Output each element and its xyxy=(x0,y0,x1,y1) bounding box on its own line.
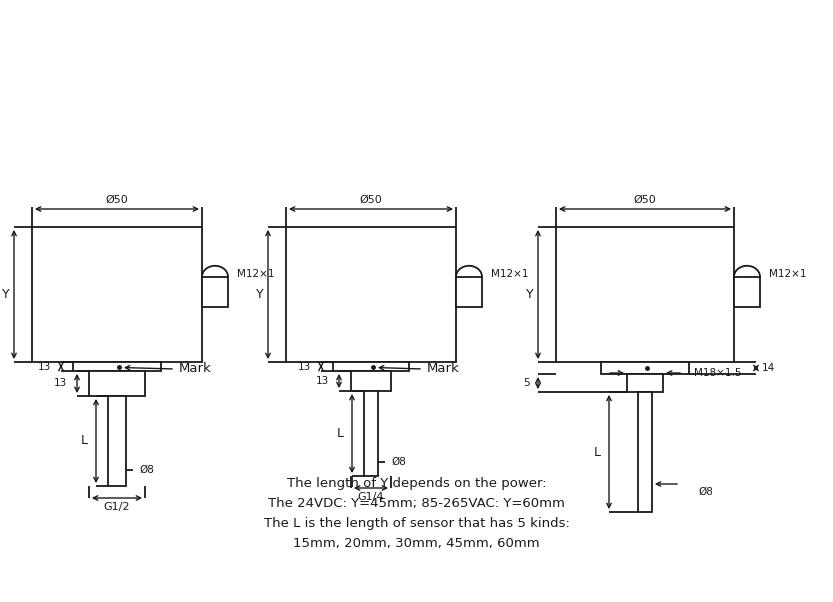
Text: L: L xyxy=(81,435,88,447)
Text: Y: Y xyxy=(257,288,264,301)
Text: Ø8: Ø8 xyxy=(140,465,154,475)
Bar xyxy=(351,371,391,391)
Bar xyxy=(286,227,456,362)
Bar xyxy=(627,374,663,392)
Bar xyxy=(202,277,228,307)
Text: M18×1.5: M18×1.5 xyxy=(694,368,741,378)
Text: Ø8: Ø8 xyxy=(699,487,713,497)
Text: The L is the length of sensor that has 5 kinds:: The L is the length of sensor that has 5… xyxy=(263,518,570,530)
Bar xyxy=(89,371,145,396)
Text: 13: 13 xyxy=(37,361,51,371)
Bar xyxy=(333,362,409,371)
Text: G1/2: G1/2 xyxy=(104,502,130,512)
Text: The length of Y depends on the power:: The length of Y depends on the power: xyxy=(287,477,546,491)
Text: 5: 5 xyxy=(523,378,530,388)
Text: Y: Y xyxy=(2,288,10,301)
Text: 15mm, 20mm, 30mm, 45mm, 60mm: 15mm, 20mm, 30mm, 45mm, 60mm xyxy=(293,538,540,550)
Text: Mark: Mark xyxy=(178,362,212,376)
Text: L: L xyxy=(594,445,601,459)
Text: M12×1: M12×1 xyxy=(237,269,275,279)
Text: 14: 14 xyxy=(761,363,775,373)
Bar xyxy=(32,227,202,362)
Text: The 24VDC: Y=45mm; 85-265VAC: Y=60mm: The 24VDC: Y=45mm; 85-265VAC: Y=60mm xyxy=(268,497,565,510)
Text: 13: 13 xyxy=(54,379,67,388)
Bar xyxy=(601,362,689,374)
Text: M12×1: M12×1 xyxy=(769,269,806,279)
Bar xyxy=(364,391,378,476)
Bar xyxy=(734,277,760,307)
Text: M12×1: M12×1 xyxy=(491,269,529,279)
Bar xyxy=(73,362,161,371)
Text: 13: 13 xyxy=(316,376,329,386)
Bar xyxy=(456,277,482,307)
Bar xyxy=(638,392,652,512)
Text: Mark: Mark xyxy=(426,362,459,376)
Text: G1/4: G1/4 xyxy=(357,492,384,502)
Text: Ø8: Ø8 xyxy=(392,457,407,467)
Bar xyxy=(556,227,734,362)
Text: Ø50: Ø50 xyxy=(360,195,382,205)
Text: 13: 13 xyxy=(297,361,311,371)
Text: Y: Y xyxy=(526,288,534,301)
Text: Ø50: Ø50 xyxy=(634,195,656,205)
Bar xyxy=(108,396,126,486)
Text: L: L xyxy=(337,427,344,440)
Text: Ø50: Ø50 xyxy=(106,195,128,205)
